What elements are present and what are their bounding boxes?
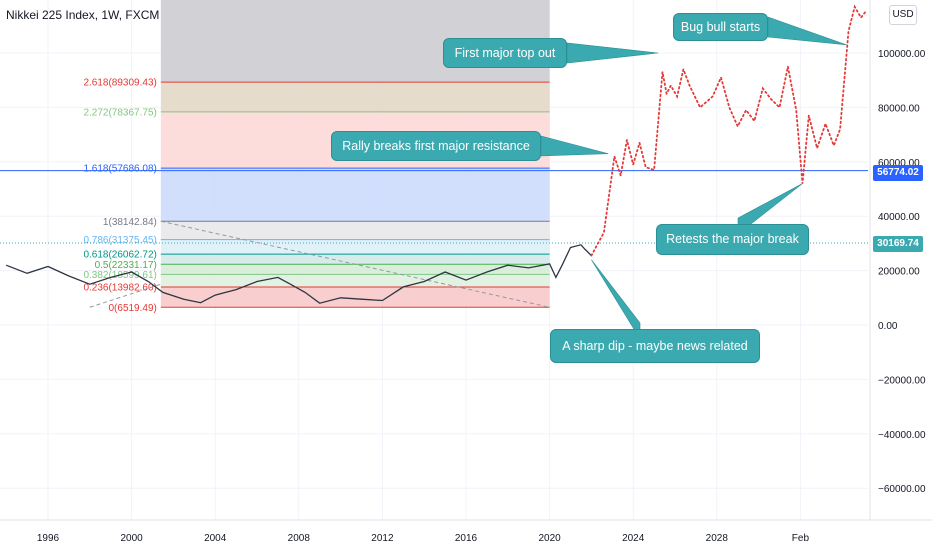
current-price-tag: 30169.74 bbox=[873, 236, 923, 252]
y-tick-label-4: 20000.00 bbox=[878, 267, 920, 278]
fib-level-label-3: 0.5(22331.17) bbox=[95, 260, 157, 271]
fib-zone-2 bbox=[160, 264, 550, 275]
y-tick-label-6: 60000.00 bbox=[878, 158, 920, 169]
x-tick-label-5: 2016 bbox=[455, 533, 478, 544]
fib-level-label-5: 0.786(31375.45) bbox=[83, 235, 156, 246]
callout-rally-breaks-resistance[interactable]: Rally breaks first major resistance bbox=[331, 131, 541, 161]
pre-fib-trendline bbox=[89, 283, 162, 308]
callout-first-major-top-out[interactable]: First major top out bbox=[443, 38, 567, 68]
horizontal-line-price-tag: 56774.02 bbox=[873, 165, 923, 181]
callout-sharp-dip[interactable]: A sharp dip - maybe news related bbox=[550, 329, 760, 363]
fib-level-label-6: 1(38142.84) bbox=[103, 217, 157, 228]
fib-zone-1 bbox=[160, 274, 550, 287]
callout-pointer-0 bbox=[767, 16, 847, 46]
x-tick-label-1: 2000 bbox=[120, 533, 143, 544]
fib-zone-3 bbox=[160, 254, 550, 265]
y-tick-label-8: 100000.00 bbox=[878, 49, 926, 60]
y-tick-label-3: 0.00 bbox=[878, 321, 898, 332]
fib-zone-5 bbox=[160, 221, 550, 240]
x-tick-label-8: 2028 bbox=[706, 533, 729, 544]
fib-zone-0 bbox=[160, 286, 550, 308]
currency-button[interactable]: USD bbox=[889, 5, 917, 25]
y-tick-label-1: −40000.00 bbox=[878, 430, 926, 441]
y-tick-label-5: 40000.00 bbox=[878, 212, 920, 223]
y-tick-label-7: 80000.00 bbox=[878, 103, 920, 114]
fib-zone-6 bbox=[160, 168, 550, 222]
fib-level-label-1: 0.236(13982.60) bbox=[83, 282, 156, 293]
fib-level-label-9: 2.618(89309.43) bbox=[83, 78, 156, 89]
callout-bug-bull-starts[interactable]: Bug bull starts bbox=[673, 13, 768, 41]
fib-level-label-4: 0.618(26062.72) bbox=[83, 250, 156, 261]
x-tick-label-7: 2024 bbox=[622, 533, 645, 544]
fib-level-label-8: 2.272(78367.75) bbox=[83, 107, 156, 118]
chart-title: Nikkei 225 Index, 1W, FXCM bbox=[6, 8, 160, 22]
callout-pointer-1 bbox=[566, 42, 659, 64]
x-tick-label-3: 2008 bbox=[288, 533, 311, 544]
y-tick-label-0: −60000.00 bbox=[878, 484, 926, 495]
y-tick-label-2: −20000.00 bbox=[878, 375, 926, 386]
fib-level-label-7: 1.618(57686.08) bbox=[83, 164, 156, 175]
projection-series-line bbox=[590, 4, 867, 257]
callout-retests-major-break[interactable]: Retests the major break bbox=[656, 224, 809, 255]
fib-trendline bbox=[160, 220, 550, 308]
x-tick-label-9: Feb bbox=[792, 533, 810, 544]
fib-zone-8 bbox=[160, 82, 550, 112]
x-tick-label-2: 2004 bbox=[204, 533, 227, 544]
x-tick-label-0: 1996 bbox=[37, 533, 60, 544]
x-tick-label-6: 2020 bbox=[538, 533, 561, 544]
x-tick-label-4: 2012 bbox=[371, 533, 394, 544]
price-series-line bbox=[5, 244, 592, 304]
callout-pointer-2 bbox=[540, 135, 609, 157]
fib-level-label-0: 0(6519.49) bbox=[108, 303, 156, 314]
fib-zone-4 bbox=[160, 239, 550, 255]
